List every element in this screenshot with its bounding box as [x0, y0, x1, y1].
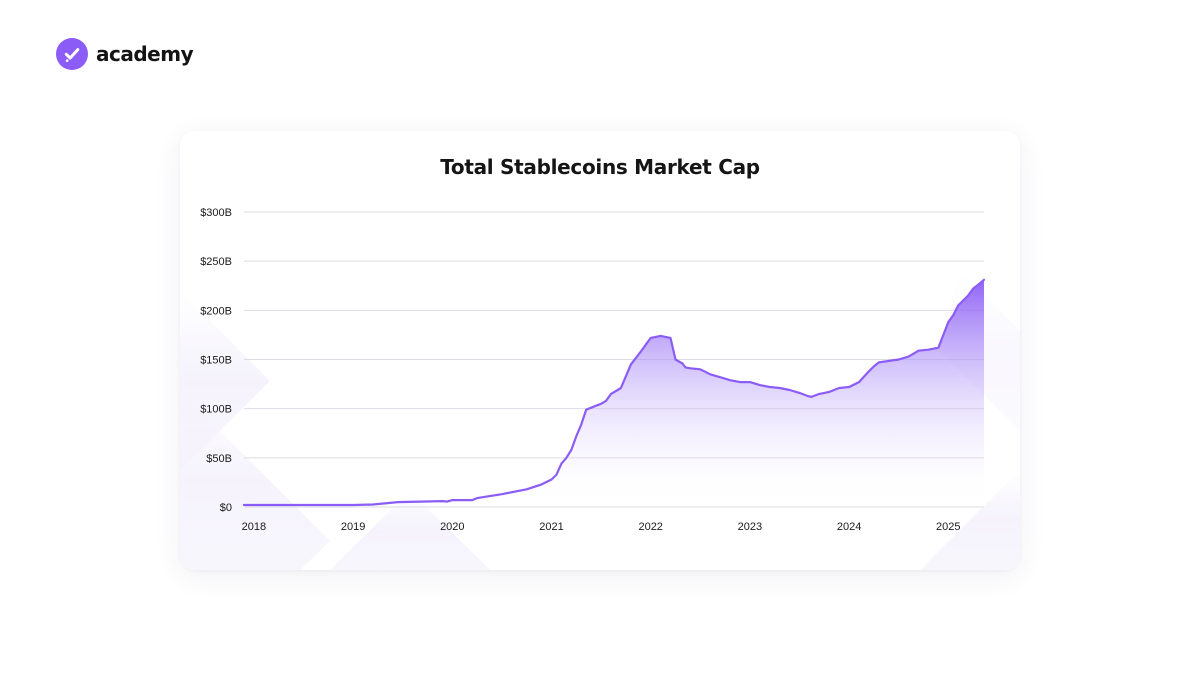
chart-plot: $0 $50B $100B $150B $200B $250B $300B 2018 2019 2… — [200, 207, 986, 533]
y-tick-label: $250B — [200, 256, 232, 268]
y-tick-label: $0 — [220, 502, 232, 514]
check-badge-icon — [56, 38, 88, 70]
card-background-pattern — [180, 271, 1020, 570]
brand-logo[interactable]: academy — [56, 38, 194, 70]
x-tick-label: 2024 — [837, 521, 861, 533]
y-tick-label: $300B — [200, 207, 232, 219]
brand-name: academy — [96, 42, 194, 66]
y-tick-label: $200B — [200, 305, 232, 317]
x-tick-label: 2020 — [440, 521, 464, 533]
y-tick-label: $100B — [200, 404, 232, 416]
series-line — [242, 278, 986, 507]
x-tick-label: 2023 — [738, 521, 762, 533]
x-tick-label: 2019 — [341, 521, 365, 533]
x-tick-label: 2021 — [539, 521, 563, 533]
x-tick-label: 2025 — [936, 521, 960, 533]
x-tick-label: 2022 — [638, 521, 662, 533]
x-tick-label: 2018 — [242, 521, 266, 533]
y-tick-label: $150B — [200, 355, 232, 367]
chart-card: Total Stablecoins Market Cap $0 $50B $100B… — [180, 131, 1020, 570]
y-tick-label: $50B — [206, 453, 232, 465]
chart-title: Total Stablecoins Market Cap — [440, 155, 760, 179]
